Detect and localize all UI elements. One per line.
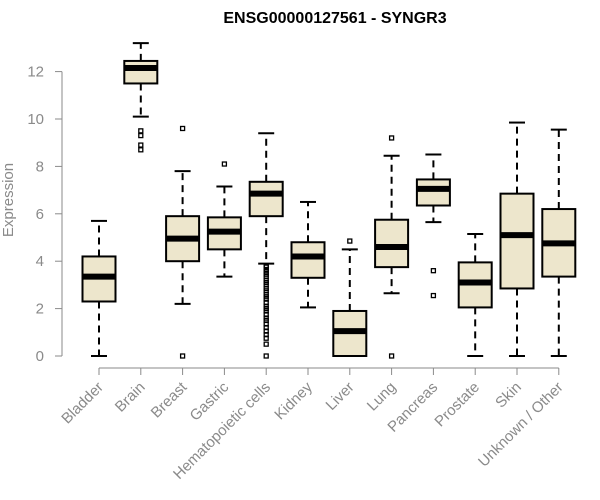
box-rect	[248, 180, 284, 218]
box-group	[206, 161, 242, 278]
box-group	[123, 42, 159, 153]
plot-area	[81, 42, 577, 359]
box-rect	[374, 218, 410, 269]
y-tick-label: 4	[36, 253, 44, 270]
box-group	[248, 132, 284, 359]
box-rect	[415, 178, 451, 207]
x-tick-label: Kidney	[271, 378, 316, 423]
box-rect	[123, 59, 159, 85]
x-tick-label: Bladder	[58, 379, 107, 428]
y-axis-label: Expression	[0, 163, 17, 237]
box-group	[332, 238, 368, 357]
x-tick-label: Liver	[323, 379, 358, 414]
outlier-point	[138, 142, 144, 148]
outlier-point	[221, 161, 228, 167]
outlier-point	[263, 341, 269, 347]
box-rect	[290, 241, 326, 279]
outlier-point	[263, 263, 269, 269]
y-tick-label: 8	[36, 158, 44, 175]
box-group	[457, 232, 493, 357]
box-group	[541, 128, 577, 357]
box-group	[290, 200, 326, 309]
y-tick-label: 6	[36, 206, 44, 223]
outlier-point	[388, 135, 395, 141]
box-group	[415, 153, 451, 299]
box-group	[165, 125, 201, 359]
outlier-point	[138, 128, 144, 134]
y-tick-label: 12	[27, 64, 44, 81]
x-tick-label: Skin	[492, 379, 525, 412]
y-axis: 0 2 4 6 8 10 12	[27, 64, 63, 365]
y-tick-label: 10	[27, 111, 44, 128]
outlier-point	[138, 147, 144, 153]
x-tick-label: Brain	[112, 379, 149, 416]
box-rect	[499, 192, 535, 290]
outlier-point	[179, 125, 186, 132]
box-group	[374, 135, 410, 359]
y-tick-label: 2	[36, 301, 44, 318]
outlier-point	[430, 268, 437, 274]
outlier-point	[263, 353, 269, 359]
x-tick-label: Breast	[148, 378, 191, 421]
outlier-point	[179, 353, 186, 359]
outlier-point	[430, 292, 437, 299]
box-group	[81, 219, 117, 357]
x-tick-label: Prostate	[431, 379, 483, 431]
outlier-point	[347, 238, 353, 244]
y-tick-label: 0	[36, 348, 44, 365]
x-tick-label: Lung	[364, 379, 400, 415]
outlier-point	[138, 132, 144, 139]
chart-title: ENSG00000127561 - SYNGR3	[223, 10, 446, 27]
box-group	[499, 121, 535, 357]
outlier-point	[388, 353, 395, 359]
